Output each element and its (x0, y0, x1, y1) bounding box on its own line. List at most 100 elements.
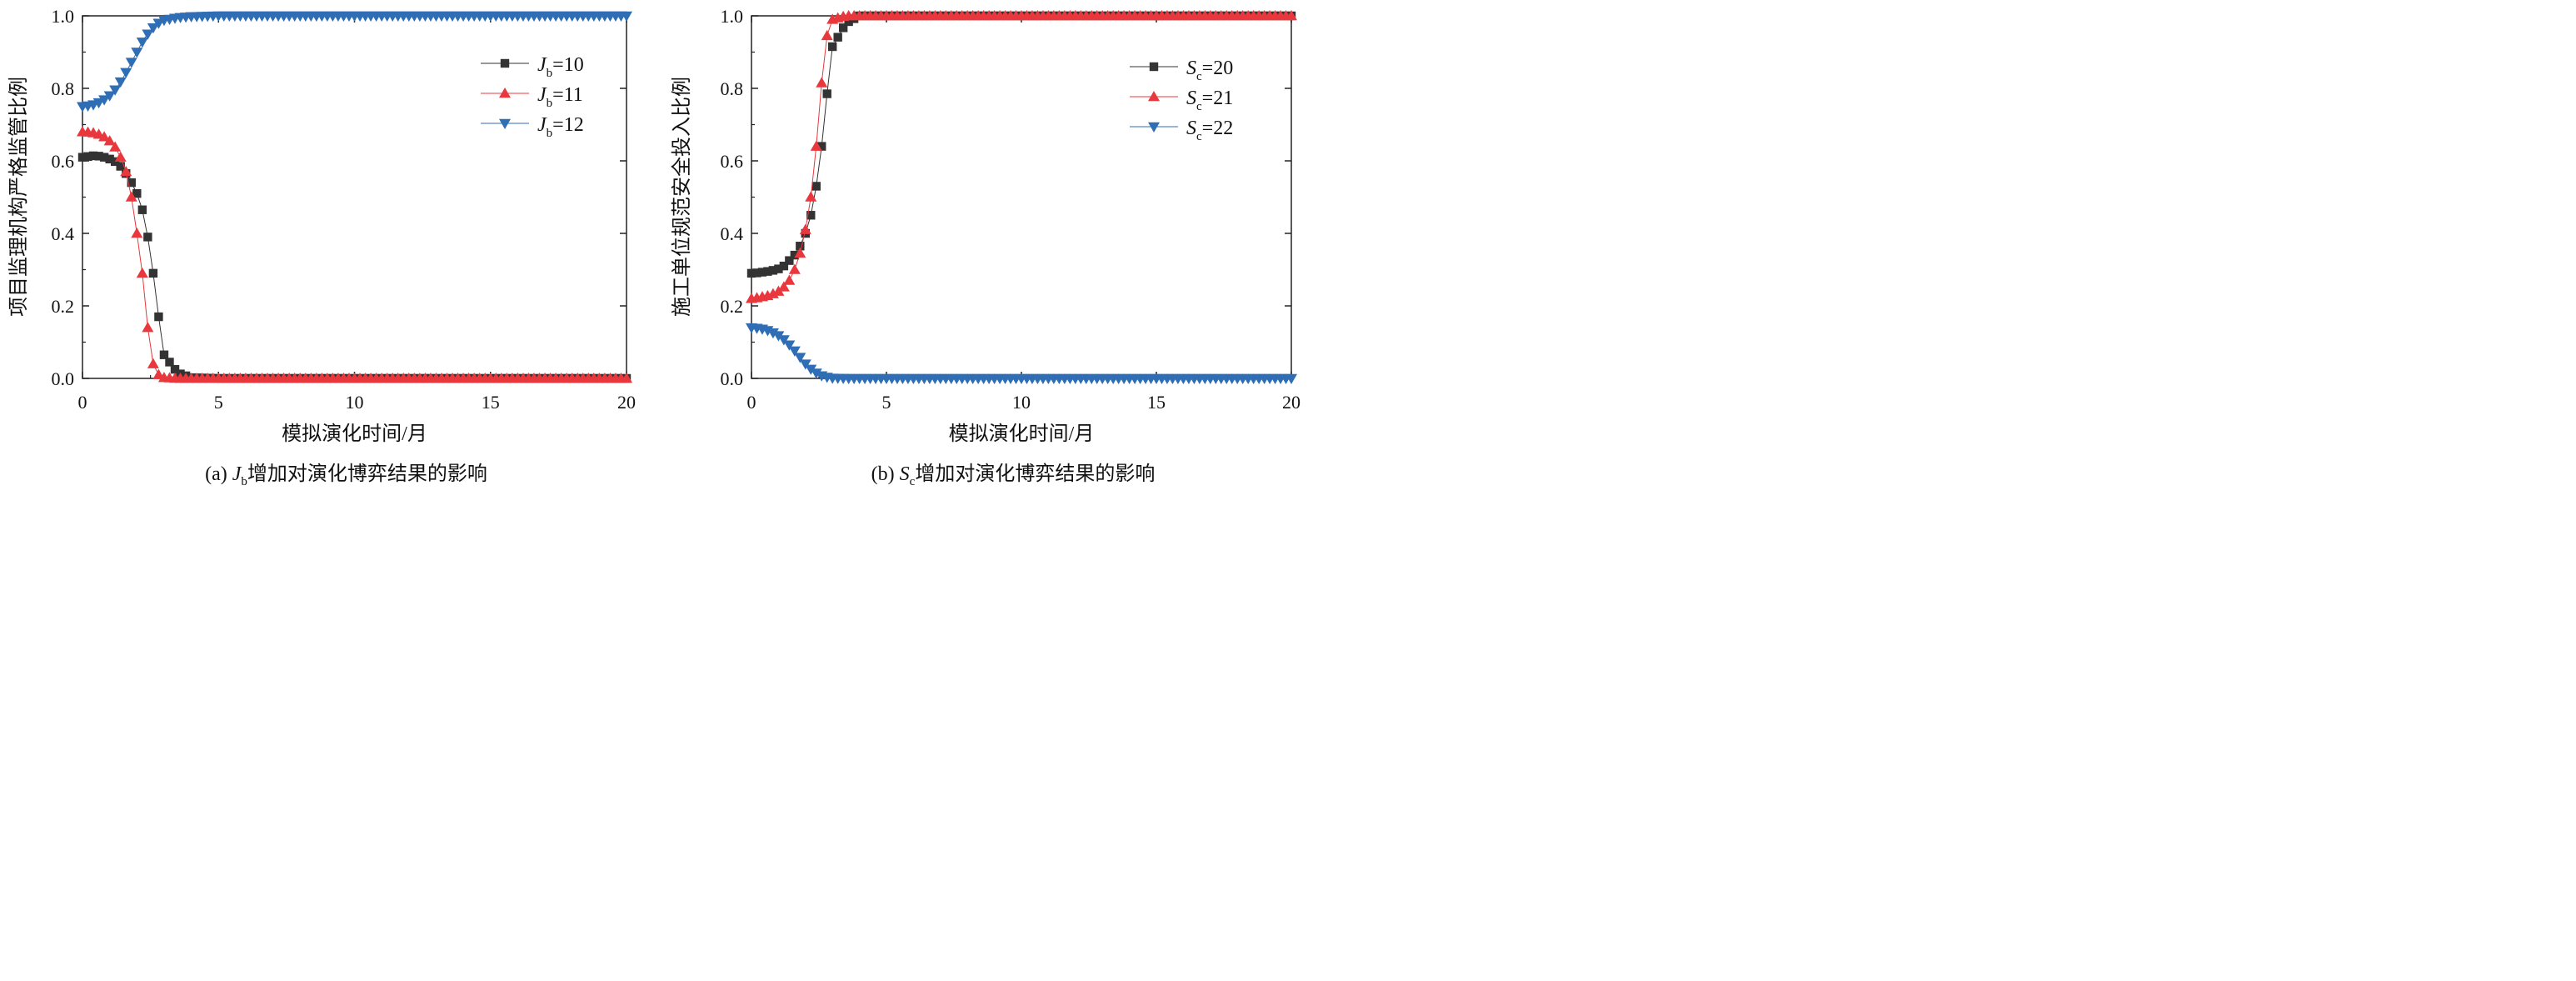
legend-marker (1148, 91, 1160, 102)
series-1 (77, 126, 632, 383)
data-point (772, 331, 785, 342)
legend-value: =21 (1202, 88, 1234, 109)
caption-subscript: b (241, 475, 247, 488)
y-axis-title: 施工单位规范安全投入比例 (671, 77, 693, 317)
legend-value: =11 (552, 84, 583, 106)
data-point (810, 140, 822, 151)
caption-variable: J (232, 463, 242, 485)
caption-variable: S (900, 463, 910, 485)
legend-subscript: b (547, 127, 553, 140)
data-point (103, 91, 116, 102)
legend-label: Sc=20 (1186, 58, 1233, 83)
series-line (751, 15, 1291, 274)
caption-rest: 增加对演化博弈结果的影响 (915, 463, 1155, 485)
data-point (114, 151, 127, 162)
panel-caption: (b) Sc增加对演化博弈结果的影响 (871, 463, 1156, 488)
y-tick-label: 0.2 (721, 296, 744, 317)
legend-label: Jb=12 (537, 114, 584, 140)
data-point (103, 135, 116, 146)
x-tick-label: 20 (617, 392, 636, 413)
legend-marker (1148, 122, 1160, 133)
legend-subscript: c (1196, 100, 1202, 113)
legend-value: =12 (552, 114, 584, 136)
legend-marker (1149, 62, 1159, 72)
data-point (816, 77, 828, 88)
data-point (766, 328, 779, 339)
legend-subscript: b (547, 67, 553, 80)
data-point (165, 358, 174, 367)
data-point (159, 350, 169, 359)
data-point (136, 267, 148, 278)
x-tick-label: 5 (214, 392, 223, 413)
data-point (1286, 10, 1297, 21)
x-tick-label: 0 (747, 392, 756, 413)
caption-prefix: (b) (871, 463, 900, 485)
y-axis: 0.0 0.2 0.4 0.6 0.8 1.0 (721, 6, 1291, 389)
data-point (783, 340, 796, 351)
data-point (137, 205, 147, 214)
data-point (828, 42, 837, 52)
data-point (147, 23, 159, 34)
legend-label: Jb=11 (537, 84, 583, 110)
legend-variable: S (1186, 58, 1196, 79)
legend-value: =20 (1202, 58, 1234, 79)
legend-value: =10 (552, 54, 584, 76)
series-line (82, 131, 627, 379)
data-point (98, 95, 111, 106)
data-point (98, 131, 111, 142)
data-point (788, 263, 801, 274)
x-tick-label: 20 (1282, 392, 1300, 413)
data-point (1286, 373, 1297, 384)
data-point (114, 77, 127, 88)
data-point (120, 68, 132, 78)
series-2 (746, 323, 1297, 384)
chart-panel-a: 0 5 10 15 20 0.0 0.2 0.4 0.6 0.8 1.0 模拟演化时间/月 项目监理机构… (7, 6, 636, 488)
legend-marker (499, 88, 511, 98)
data-point (148, 268, 158, 278)
x-tick-label: 0 (78, 392, 87, 413)
x-tick-label: 10 (1012, 392, 1031, 413)
data-point (147, 358, 159, 368)
y-tick-label: 0.8 (721, 78, 744, 99)
legend-variable: S (1186, 88, 1196, 109)
legend-subscript: c (1196, 130, 1202, 143)
x-tick-label: 15 (482, 392, 500, 413)
data-point (821, 29, 833, 41)
y-tick-label: 0.4 (721, 223, 744, 244)
series-line (751, 327, 1291, 379)
y-tick-label: 0.0 (721, 368, 744, 389)
legend-marker (500, 58, 510, 68)
data-point (127, 178, 136, 188)
x-tick-label: 5 (882, 392, 891, 413)
figure: 0 5 10 15 20 0.0 0.2 0.4 0.6 0.8 1.0 模拟演化时间/月 项目监理机构… (7, 6, 1300, 488)
data-point (805, 364, 817, 375)
series-0 (746, 11, 1296, 278)
data-point (125, 58, 137, 68)
y-tick-label: 0.4 (52, 223, 75, 244)
series-2 (77, 11, 632, 113)
y-tick-label: 0.8 (52, 78, 75, 99)
data-point (154, 312, 163, 322)
legend-marker (499, 118, 511, 129)
data-point (799, 359, 811, 370)
data-point (132, 188, 142, 198)
caption-prefix: (a) (205, 463, 232, 485)
data-point (794, 247, 806, 258)
x-tick-label: 15 (1147, 392, 1166, 413)
data-point (131, 48, 143, 58)
data-point (125, 191, 137, 202)
x-axis-title: 模拟演化时间/月 (282, 423, 427, 445)
data-point (799, 223, 811, 234)
legend-variable: J (537, 54, 547, 76)
data-point (810, 368, 822, 379)
y-axis-title: 项目监理机构严格监管比例 (7, 77, 30, 317)
data-point (788, 346, 801, 357)
legend-subscript: c (1196, 70, 1202, 83)
caption-rest: 增加对演化博弈结果的影响 (247, 463, 487, 485)
y-tick-label: 0.0 (52, 368, 75, 389)
data-point (109, 141, 122, 152)
data-point (833, 33, 842, 42)
series-0 (77, 151, 632, 383)
